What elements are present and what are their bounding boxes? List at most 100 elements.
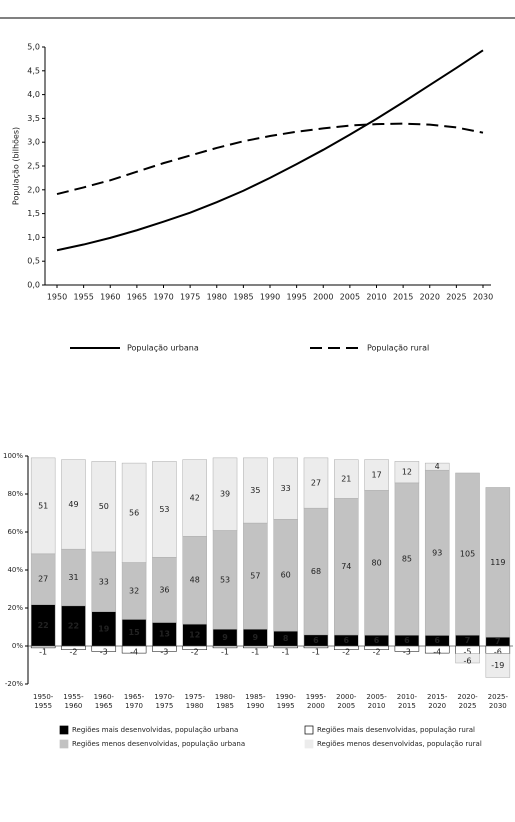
x-tick-label: 2010-2015 <box>396 693 418 710</box>
x-tick-label: 1990-1995 <box>275 693 296 710</box>
value-label: -4 <box>433 648 441 657</box>
value-label: 56 <box>129 508 139 517</box>
y-tick-label: 3,5 <box>27 114 40 123</box>
x-tick-label: 2005 <box>340 293 360 302</box>
bar-segment <box>273 645 298 649</box>
value-label: 4 <box>435 462 440 471</box>
value-label: 6 <box>434 636 440 645</box>
bar-segment <box>273 457 298 520</box>
value-label: 9 <box>222 633 228 642</box>
y-tick-label: 1,0 <box>27 233 40 242</box>
value-label: -1 <box>39 648 47 657</box>
legend-label: Regiões menos desenvolvidas, população r… <box>317 740 482 748</box>
bar-segment <box>30 553 56 605</box>
value-label: -19 <box>491 661 504 670</box>
value-label: 15 <box>129 628 141 637</box>
x-tick-label: 2025 <box>446 293 466 302</box>
y-tick-label: 0,0 <box>27 281 40 290</box>
value-label: 33 <box>281 484 291 493</box>
y-tick-label: 60% <box>7 528 23 536</box>
legend-swatch <box>304 725 314 735</box>
value-label: 6 <box>343 636 349 645</box>
x-tick-label: 1965 <box>127 293 147 302</box>
bar-segment <box>152 461 177 558</box>
bar-segment <box>91 461 117 553</box>
bar-segment <box>455 653 480 664</box>
value-label: -1 <box>251 648 259 657</box>
bar-segment <box>152 557 177 623</box>
value-label: 27 <box>38 575 48 584</box>
value-label: -1 <box>312 648 320 657</box>
bar-segment <box>303 507 329 636</box>
value-label: 57 <box>250 572 260 581</box>
x-tick-label: 2020-2025 <box>457 693 478 710</box>
y-tick-label: 3,0 <box>27 138 40 147</box>
y-tick-label: 2,5 <box>27 162 40 171</box>
legend-label: Regiões mais desenvolvidas, população ur… <box>72 726 238 734</box>
line-series <box>56 122 484 196</box>
value-label: 53 <box>220 575 230 584</box>
y-tick-label: 4,5 <box>27 66 40 75</box>
x-tick-label: 2005-2010 <box>366 693 387 710</box>
bar-segment <box>30 457 56 555</box>
value-label: -6 <box>464 657 472 666</box>
value-label: 7 <box>495 637 501 646</box>
value-label: 33 <box>99 577 109 586</box>
bar-segment <box>61 459 86 550</box>
x-tick-label: 1975 <box>180 293 200 302</box>
value-label: 7 <box>465 636 471 645</box>
x-tick-label: 1950-1955 <box>32 693 54 710</box>
bar-segment <box>182 459 207 537</box>
y-tick-label: 0,5 <box>27 257 40 266</box>
value-label: 6 <box>374 636 380 645</box>
bar-segment <box>91 611 117 647</box>
bar-segment <box>121 645 147 654</box>
bar-segment <box>364 459 389 491</box>
bar-segment <box>364 645 389 650</box>
value-label: 39 <box>220 490 230 499</box>
value-label: -1 <box>282 648 290 657</box>
legend-label: Regiões mais desenvolvidas, população ru… <box>317 726 475 734</box>
value-label: 27 <box>311 479 321 488</box>
value-label: 17 <box>372 471 382 480</box>
y-axis-label: População (bilhões) <box>12 127 21 205</box>
value-label: 32 <box>129 586 139 595</box>
value-label: 22 <box>68 621 79 630</box>
value-label: -2 <box>191 648 199 657</box>
y-tick-label: 0% <box>12 642 23 650</box>
bar-segment <box>273 519 298 632</box>
legend-label: População rural <box>367 344 429 353</box>
bar-segment <box>394 645 420 652</box>
y-tick-label: 5,0 <box>27 43 40 52</box>
value-label: -1 <box>221 648 229 657</box>
y-tick-label: 2,0 <box>27 185 40 194</box>
value-label: -3 <box>160 648 168 657</box>
x-tick-label: 1985 <box>233 293 253 302</box>
value-label: -2 <box>373 648 381 657</box>
value-label: 6 <box>313 636 319 645</box>
value-label: 36 <box>159 585 169 594</box>
x-tick-label: 2030 <box>473 293 493 302</box>
bar-segment <box>485 653 511 678</box>
bar-segment <box>61 645 86 650</box>
bar-segment <box>303 457 329 509</box>
value-label: 19 <box>98 624 110 633</box>
bar-segment <box>91 645 117 652</box>
value-label: 60 <box>281 571 291 580</box>
value-label: -2 <box>69 648 77 657</box>
x-tick-label: 1965-1970 <box>123 693 145 710</box>
x-tick-label: 1970-1975 <box>154 693 175 710</box>
bar-segment <box>334 459 359 499</box>
value-label: 53 <box>159 505 169 514</box>
value-label: 68 <box>311 567 321 576</box>
bar-segment <box>182 645 207 650</box>
legend-swatch <box>59 725 69 735</box>
value-label: 119 <box>490 558 505 567</box>
value-label: 31 <box>68 573 78 582</box>
y-tick-label: 1,5 <box>27 209 40 218</box>
y-tick-label: 80% <box>7 490 23 498</box>
value-label: 93 <box>432 548 442 557</box>
value-label: 22 <box>38 621 49 630</box>
bar-segment <box>212 645 238 649</box>
